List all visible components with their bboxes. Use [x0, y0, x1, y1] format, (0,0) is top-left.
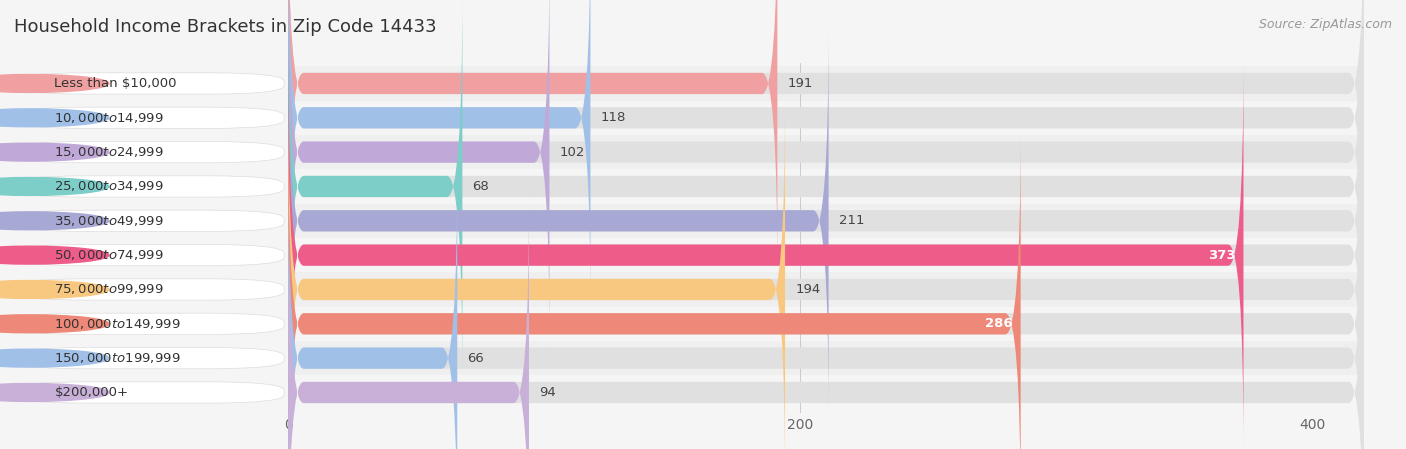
Text: Less than $10,000: Less than $10,000: [55, 77, 177, 90]
FancyBboxPatch shape: [13, 73, 284, 94]
Text: 191: 191: [787, 77, 813, 90]
FancyBboxPatch shape: [288, 128, 1364, 449]
FancyBboxPatch shape: [288, 0, 1364, 313]
FancyBboxPatch shape: [288, 163, 457, 449]
Circle shape: [0, 75, 108, 92]
Text: $100,000 to $149,999: $100,000 to $149,999: [55, 317, 181, 331]
FancyBboxPatch shape: [288, 26, 828, 416]
Text: Household Income Brackets in Zip Code 14433: Household Income Brackets in Zip Code 14…: [14, 18, 437, 36]
FancyBboxPatch shape: [288, 0, 1364, 279]
Text: 66: 66: [467, 352, 484, 365]
FancyBboxPatch shape: [288, 101, 1364, 135]
Text: 102: 102: [560, 145, 585, 158]
FancyBboxPatch shape: [288, 0, 550, 348]
Text: $200,000+: $200,000+: [55, 386, 128, 399]
FancyBboxPatch shape: [288, 60, 1243, 449]
Text: $10,000 to $14,999: $10,000 to $14,999: [55, 111, 165, 125]
Text: 68: 68: [472, 180, 489, 193]
FancyBboxPatch shape: [288, 0, 1364, 382]
FancyBboxPatch shape: [288, 0, 591, 313]
FancyBboxPatch shape: [13, 245, 284, 266]
FancyBboxPatch shape: [13, 279, 284, 300]
Circle shape: [0, 349, 108, 367]
Circle shape: [0, 143, 108, 161]
FancyBboxPatch shape: [288, 163, 1364, 449]
Text: $150,000 to $199,999: $150,000 to $199,999: [55, 351, 181, 365]
FancyBboxPatch shape: [13, 141, 284, 163]
FancyBboxPatch shape: [13, 313, 284, 335]
FancyBboxPatch shape: [288, 94, 785, 449]
Circle shape: [0, 383, 108, 401]
Text: $75,000 to $99,999: $75,000 to $99,999: [55, 282, 165, 296]
FancyBboxPatch shape: [13, 382, 284, 403]
FancyBboxPatch shape: [288, 307, 1364, 341]
FancyBboxPatch shape: [288, 341, 1364, 375]
FancyBboxPatch shape: [288, 0, 1364, 348]
Text: 211: 211: [839, 214, 865, 227]
FancyBboxPatch shape: [288, 0, 463, 382]
FancyBboxPatch shape: [288, 135, 1364, 169]
Circle shape: [0, 281, 108, 299]
Text: 373: 373: [1208, 249, 1236, 262]
Text: 94: 94: [540, 386, 555, 399]
Text: $50,000 to $74,999: $50,000 to $74,999: [55, 248, 165, 262]
FancyBboxPatch shape: [288, 204, 1364, 238]
Text: $35,000 to $49,999: $35,000 to $49,999: [55, 214, 165, 228]
Circle shape: [0, 315, 108, 333]
FancyBboxPatch shape: [288, 0, 778, 279]
Circle shape: [0, 212, 108, 230]
FancyBboxPatch shape: [288, 66, 1364, 101]
Circle shape: [0, 177, 108, 195]
FancyBboxPatch shape: [13, 348, 284, 369]
FancyBboxPatch shape: [288, 375, 1364, 409]
FancyBboxPatch shape: [13, 210, 284, 231]
FancyBboxPatch shape: [288, 169, 1364, 204]
FancyBboxPatch shape: [13, 176, 284, 197]
FancyBboxPatch shape: [288, 128, 1021, 449]
Text: 286: 286: [986, 317, 1012, 330]
FancyBboxPatch shape: [288, 197, 529, 449]
FancyBboxPatch shape: [13, 107, 284, 128]
Text: 194: 194: [796, 283, 821, 296]
Circle shape: [0, 109, 108, 127]
FancyBboxPatch shape: [288, 60, 1364, 449]
Text: 118: 118: [600, 111, 626, 124]
Text: $15,000 to $24,999: $15,000 to $24,999: [55, 145, 165, 159]
FancyBboxPatch shape: [288, 94, 1364, 449]
FancyBboxPatch shape: [288, 238, 1364, 272]
Circle shape: [0, 246, 108, 264]
Text: Source: ZipAtlas.com: Source: ZipAtlas.com: [1258, 18, 1392, 31]
FancyBboxPatch shape: [288, 272, 1364, 307]
Text: $25,000 to $34,999: $25,000 to $34,999: [55, 180, 165, 194]
FancyBboxPatch shape: [288, 197, 1364, 449]
FancyBboxPatch shape: [288, 26, 1364, 416]
